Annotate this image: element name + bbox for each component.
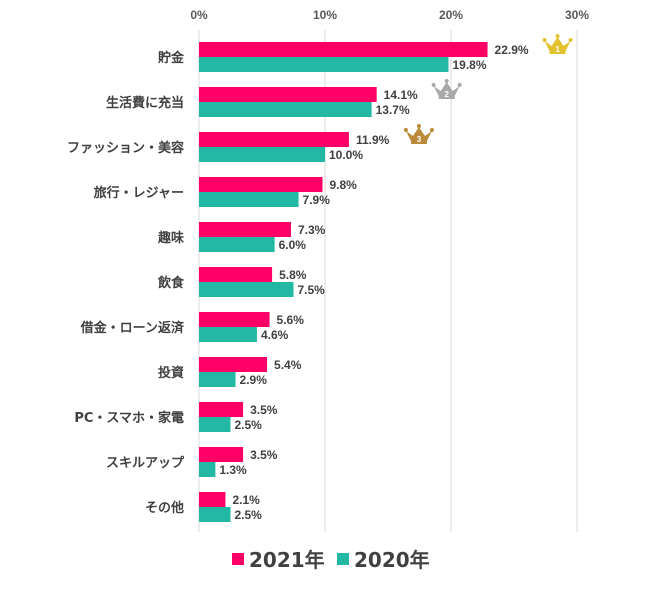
category-label: 飲食 [157,275,185,291]
data-label: 5.4% [274,358,302,372]
data-label: 2.9% [240,373,268,387]
bar-2020年 [199,282,294,297]
data-label: 5.6% [277,313,305,327]
data-label: 7.3% [298,223,326,237]
crown-silver-icon: 2 [431,79,462,99]
x-tick-label: 10% [313,8,337,22]
data-label: 2.5% [235,508,263,522]
bar-2020年 [199,192,299,207]
crown-bronze-icon: 3 [403,124,434,144]
category-label: 趣味 [157,230,184,246]
data-label: 2.5% [235,418,263,432]
svg-text:3: 3 [417,135,422,144]
bar-2020年 [199,147,325,162]
bar-2020年 [199,327,257,342]
data-label: 2.1% [232,493,260,507]
category-label: 借金・ローン返済 [80,320,185,336]
bar-2020年 [199,57,449,72]
bar-2020年 [199,372,236,387]
bar-2020年 [199,462,216,477]
data-label: 22.9% [495,43,529,57]
x-tick-label: 20% [439,8,463,22]
crown-gold-icon: 1 [542,34,573,54]
bar-2020年 [199,102,372,117]
bar-2021年 [199,132,349,147]
bar-2021年 [199,222,291,237]
bar-2020年 [199,507,231,522]
bar-2021年 [199,447,244,462]
bar-2021年 [199,42,488,57]
legend-label: 2021年 [249,548,325,572]
data-label: 10.0% [329,148,363,162]
legend-swatch [337,553,349,565]
legend-label: 2020年 [354,548,430,572]
bar-2021年 [199,492,226,507]
x-tick-label: 30% [565,8,589,22]
data-label: 6.0% [279,238,307,252]
bar-2020年 [199,417,231,432]
data-label: 4.6% [261,328,289,342]
category-label: PC・スマホ・家電 [74,410,184,426]
svg-text:1: 1 [555,45,560,54]
category-label: スキルアップ [106,456,185,471]
data-label: 3.5% [250,448,278,462]
bar-2021年 [199,267,273,282]
bar-2021年 [199,312,270,327]
data-label: 13.7% [376,103,410,117]
category-label: その他 [145,500,184,516]
data-label: 19.8% [452,58,486,72]
data-label: 14.1% [384,88,418,102]
data-label: 7.5% [298,283,326,297]
category-label: 旅行・レジャー [94,185,184,201]
data-label: 7.9% [303,193,331,207]
svg-text:2: 2 [444,90,449,99]
data-label: 3.5% [250,403,278,417]
category-label: ファッション・美容 [67,140,184,156]
legend-swatch [232,553,244,565]
bar-2021年 [199,402,244,417]
data-label: 1.3% [219,463,247,477]
data-label: 5.8% [279,268,307,282]
bar-2021年 [199,357,268,372]
data-label: 9.8% [329,178,357,192]
bar-2021年 [199,87,377,102]
data-label: 11.9% [356,133,390,147]
category-label: 投資 [158,365,184,381]
category-label: 生活費に充当 [106,95,184,111]
bar-2020年 [199,237,275,252]
x-tick-label: 0% [190,8,208,22]
bar-2021年 [199,177,323,192]
category-label: 貯金 [158,50,185,66]
